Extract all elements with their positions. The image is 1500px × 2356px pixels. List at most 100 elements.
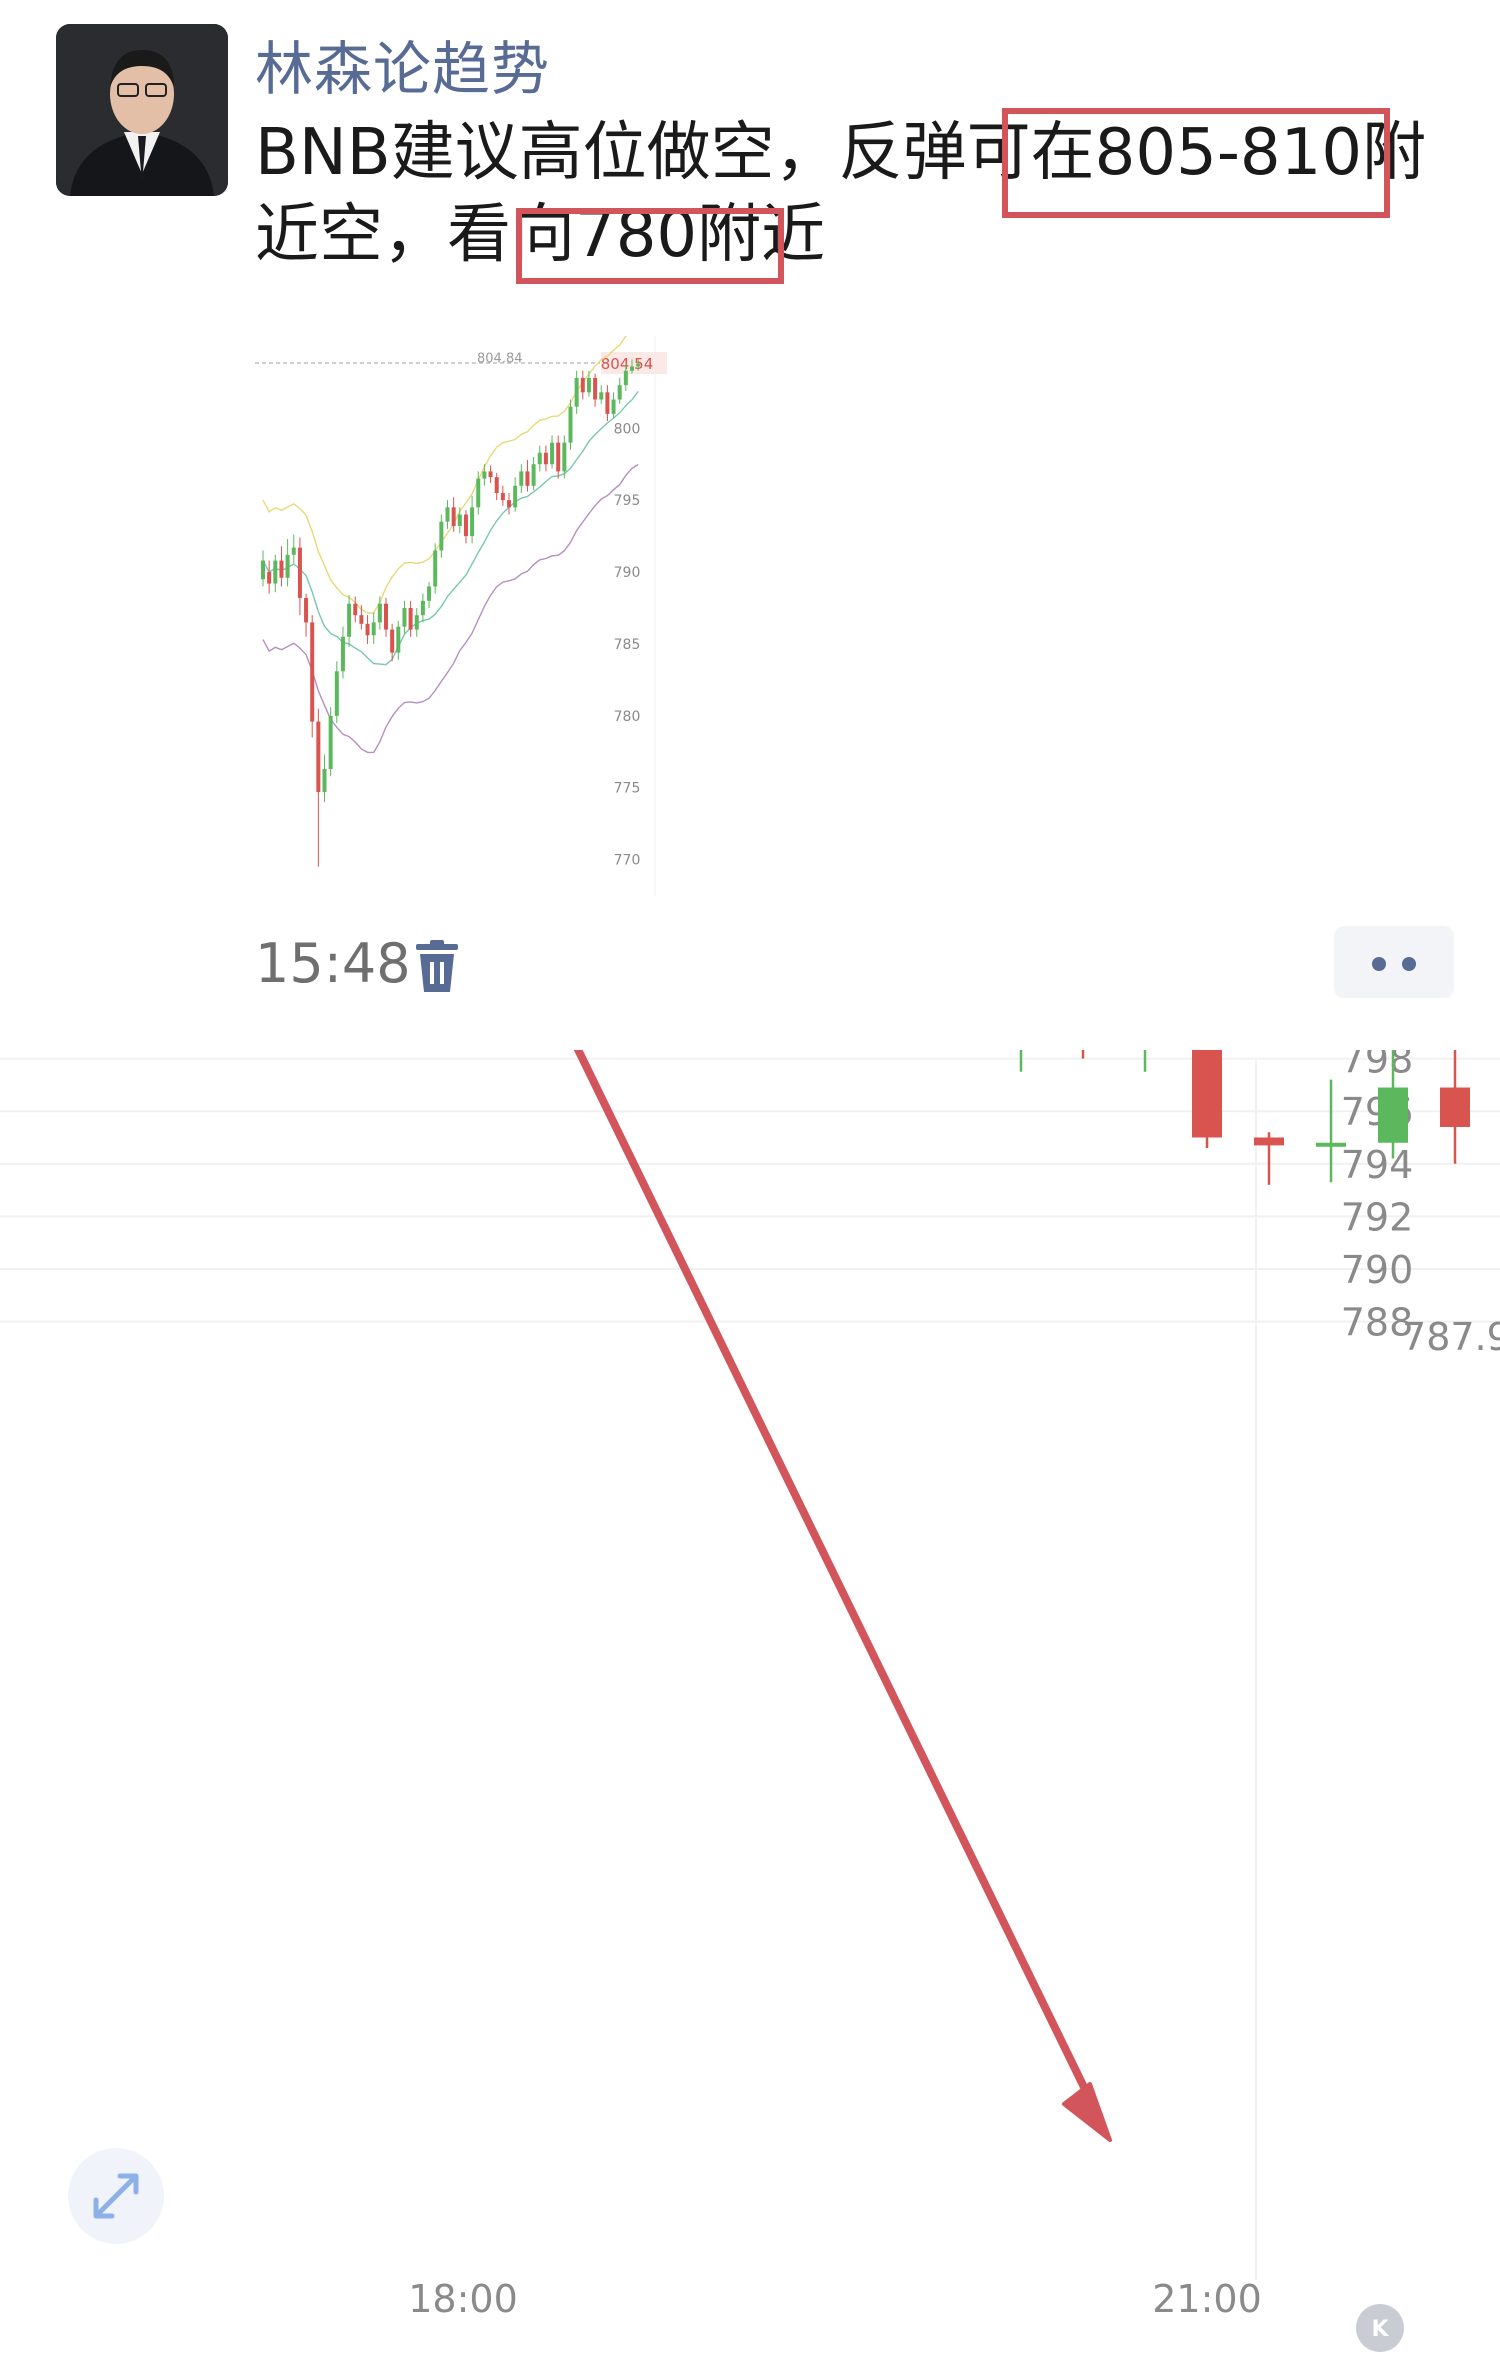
thumb-candle (347, 603, 352, 637)
candle (1316, 1142, 1346, 1147)
thumb-candle (513, 485, 518, 508)
thumb-candle (285, 554, 290, 578)
thumb-candle (593, 377, 598, 400)
thumb-y-tick: 795 (614, 493, 641, 509)
low-price-label: 787.91 (1402, 1315, 1500, 1359)
thumb-candle (550, 442, 555, 465)
thumb-candle (340, 636, 345, 672)
thumb-y-tick: 790 (614, 565, 641, 581)
expand-arrows-icon (93, 2173, 139, 2219)
thumb-candle (408, 608, 413, 630)
thumb-candle (580, 377, 585, 393)
thumb-candle (623, 370, 628, 386)
thumb-candle (414, 615, 419, 630)
candle (1254, 1137, 1284, 1146)
thumb-candle (353, 603, 358, 616)
expand-button[interactable] (68, 2148, 164, 2244)
avatar[interactable] (56, 24, 228, 196)
thumb-candle (273, 560, 278, 584)
thumb-candle (507, 500, 511, 508)
thumb-candle (482, 471, 487, 479)
kline-button[interactable]: K (1356, 2304, 1404, 2352)
thumb-high-label: 804.84 (477, 352, 523, 367)
thumb-candle (291, 547, 296, 555)
thumb-candle (617, 385, 622, 400)
thumb-candle (543, 452, 548, 465)
thumb-candle (297, 547, 302, 598)
thumb-candle (365, 623, 370, 636)
thumb-y-tick: 775 (614, 781, 641, 797)
thumb-candle (537, 452, 542, 465)
thumb-candle (439, 521, 444, 551)
x-tick-label: 21:00 (1152, 2277, 1262, 2321)
highlight-box-entry (1002, 108, 1390, 218)
thumb-candle (304, 597, 309, 623)
y-tick-label: 798 (1341, 1050, 1414, 1082)
thumb-candle (402, 608, 407, 627)
thumb-candle (445, 507, 450, 522)
thumbnail-chart[interactable]: 770 775 780 785 790 795 800 804.54 804.84 (255, 336, 1005, 896)
thumb-candle (359, 615, 364, 624)
more-dots-icon (1372, 957, 1386, 971)
thumb-candle (488, 471, 493, 478)
thumb-candle (390, 629, 395, 653)
thumb-candle (433, 550, 438, 587)
thumb-candle (525, 471, 530, 486)
thumb-candle (420, 600, 425, 616)
y-tick-label: 790 (1341, 1248, 1414, 1292)
thumb-price-label: 804.54 (601, 355, 654, 373)
thumb-candle (470, 507, 475, 537)
thumb-candle (334, 671, 339, 716)
k-icon: K (1371, 2317, 1389, 2342)
trash-icon[interactable] (414, 940, 460, 994)
thumb-candle (396, 626, 401, 653)
thumb-candle (261, 560, 265, 580)
thumb-candle (636, 363, 641, 367)
more-button[interactable] (1334, 926, 1454, 998)
svg-text:K: K (1371, 2317, 1389, 2342)
thumb-candle (611, 399, 616, 414)
main-candlestick-chart[interactable]: 7887907927947967988008028048068088108128… (0, 1050, 1500, 2356)
thumb-lower-band (262, 463, 639, 754)
thumb-middle-band (262, 390, 639, 666)
thumb-candle (562, 442, 567, 472)
thumb-candle (371, 622, 376, 636)
thumb-candle (556, 442, 561, 472)
thumb-candle (519, 471, 524, 486)
thumb-candle (605, 392, 610, 414)
thumb-y-tick: 780 (614, 709, 641, 725)
highlight-box-target (516, 208, 784, 284)
avatar-photo (56, 24, 228, 196)
username[interactable]: 林森论趋势 (255, 35, 551, 103)
y-tick-label: 794 (1341, 1143, 1414, 1187)
thumb-y-tick: 800 (614, 421, 641, 437)
thumb-candle (451, 507, 456, 527)
thumb-y-tick: 785 (614, 637, 641, 653)
thumb-candle (494, 477, 499, 493)
thumb-candle (586, 377, 591, 393)
trend-arrow-head (1062, 2082, 1112, 2142)
thumb-candle (531, 464, 536, 486)
thumb-candle (568, 406, 573, 443)
thumb-upper-band (262, 336, 627, 614)
x-tick-label: 18:00 (408, 2277, 518, 2321)
thumb-candle (427, 586, 432, 601)
thumb-candle (279, 560, 284, 578)
thumb-y-tick: 770 (614, 853, 641, 869)
thumb-candle (574, 377, 579, 407)
thumb-candle (463, 514, 468, 537)
thumb-candle (310, 622, 315, 722)
thumb-price-label-bg (601, 351, 667, 374)
thumb-candle (630, 366, 634, 371)
post-time: 15:48 (255, 932, 411, 995)
post-text-line-1: BNB建议高位做空，反弹可在805-810附 (255, 116, 1427, 190)
thumb-candle (500, 492, 505, 501)
thumb-candle (599, 392, 604, 400)
thumb-candle (316, 721, 321, 793)
thumb-candle (267, 572, 272, 584)
y-tick-label: 792 (1341, 1195, 1414, 1239)
thumb-candle (377, 603, 382, 623)
candle (1440, 1087, 1470, 1127)
thumb-candle (476, 478, 481, 508)
thumb-candle (328, 715, 333, 770)
